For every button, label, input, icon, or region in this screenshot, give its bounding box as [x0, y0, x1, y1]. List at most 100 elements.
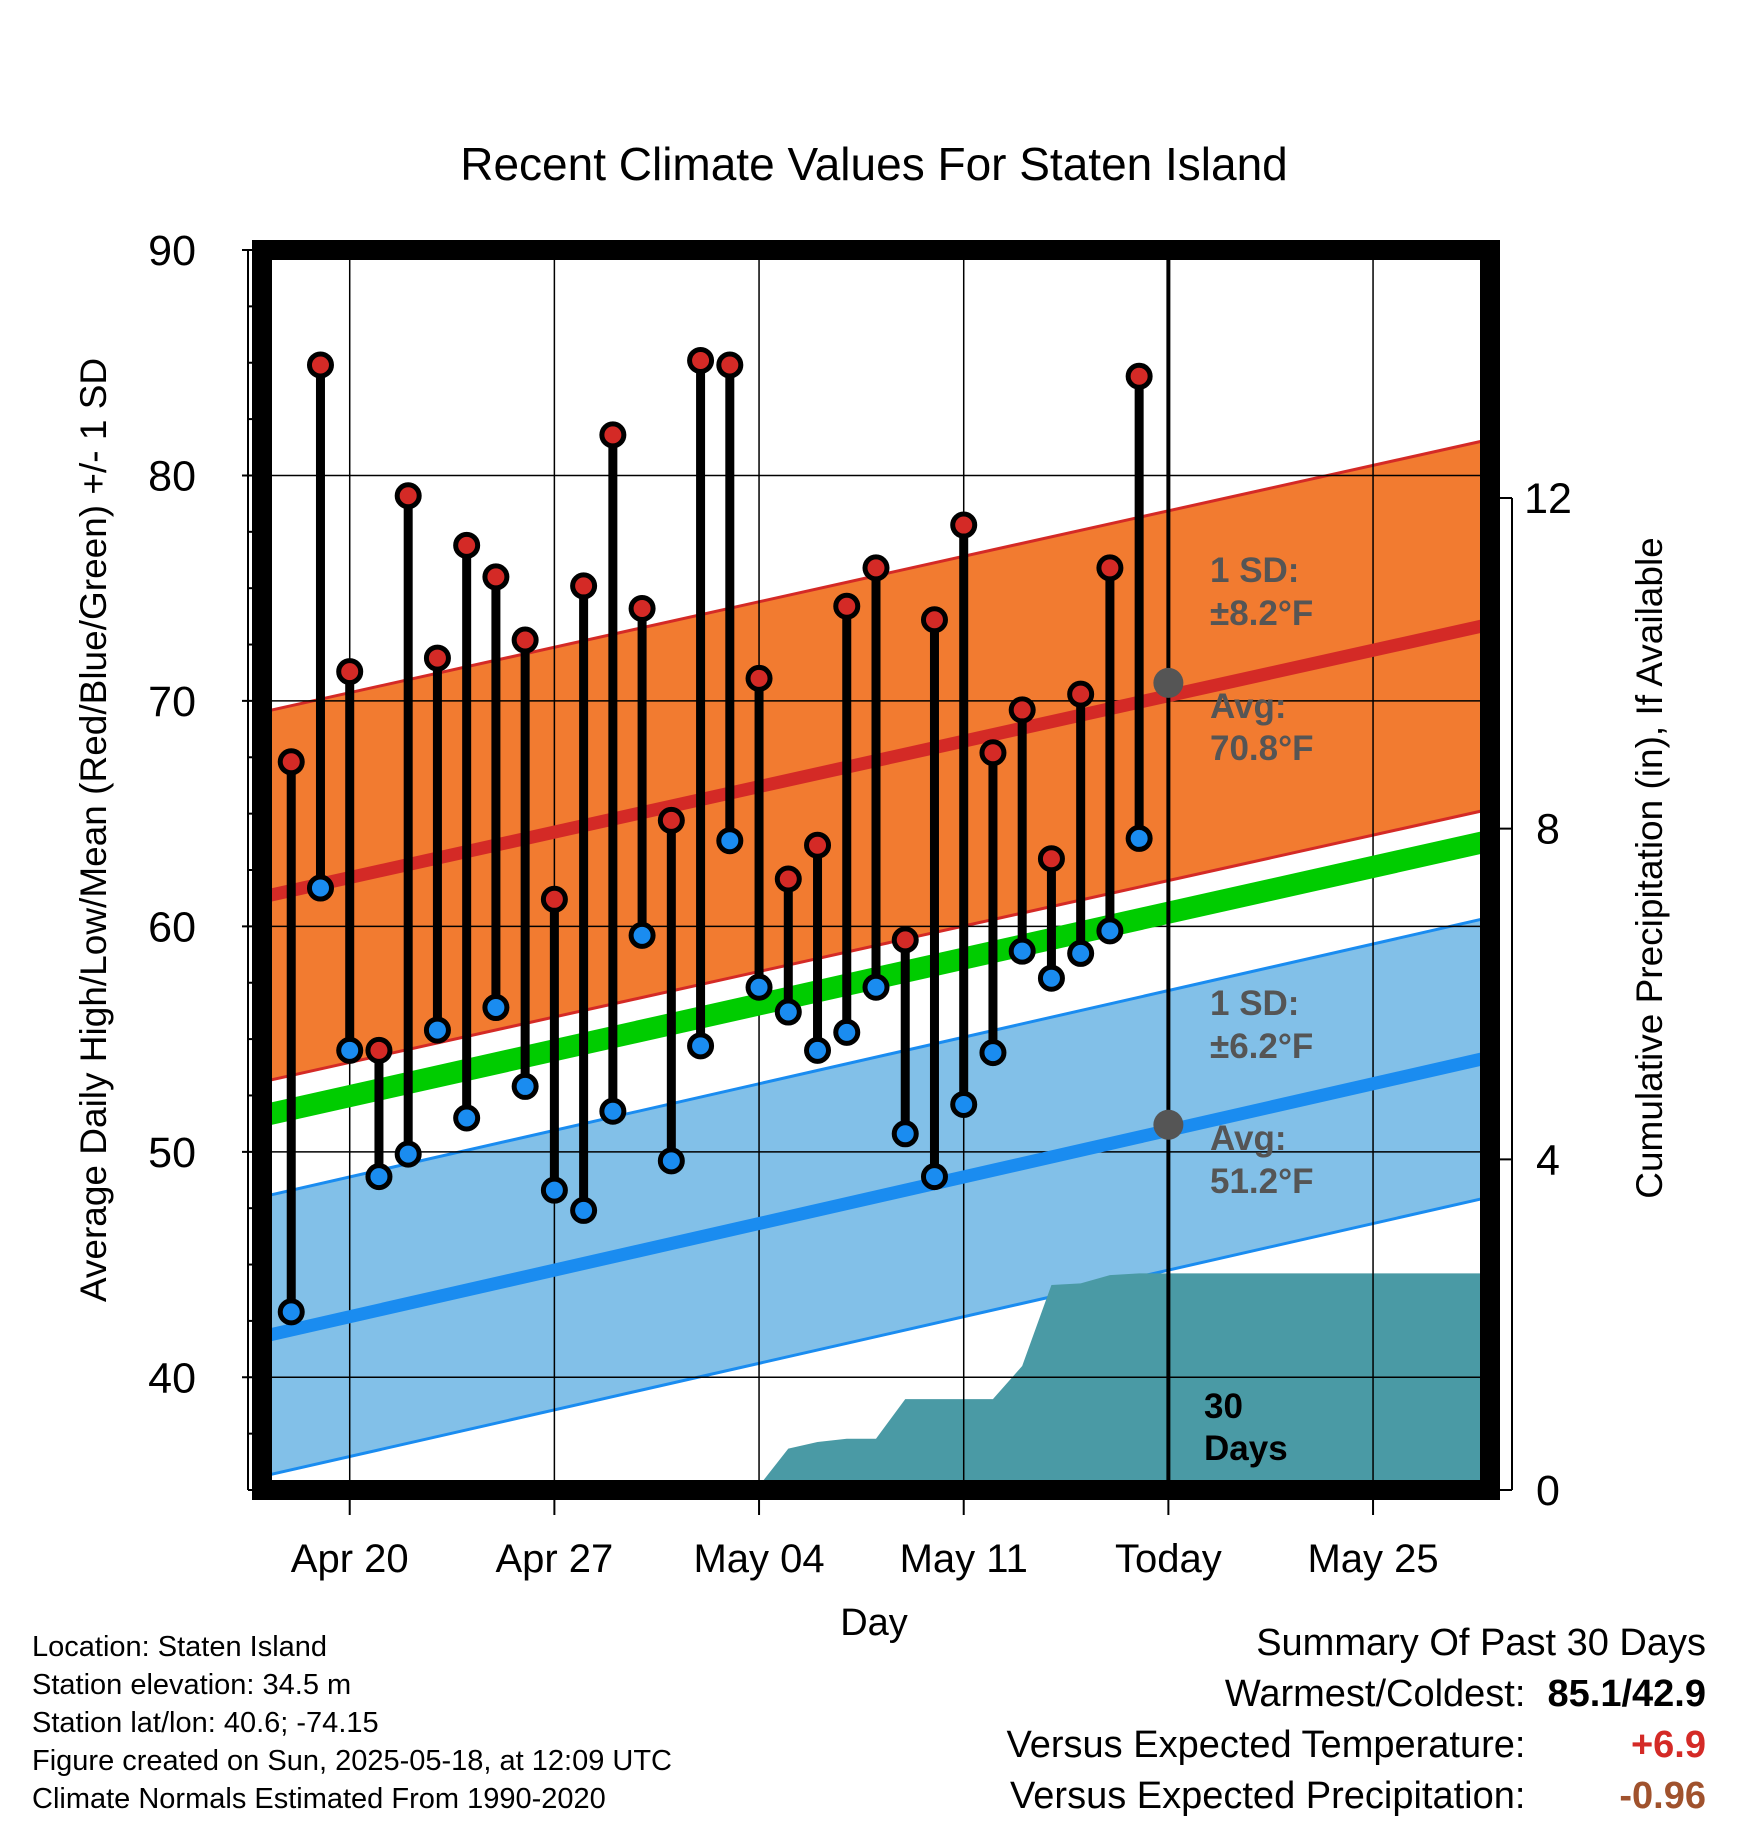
y2-tick-label: 12	[1524, 475, 1572, 523]
summary-precip: Versus Expected Precipitation: -0.96	[1010, 1775, 1706, 1818]
high-point	[277, 748, 305, 776]
high-point	[862, 554, 890, 582]
low-point	[1096, 917, 1124, 945]
high-point	[1037, 845, 1065, 873]
low-point	[306, 874, 334, 902]
summary-temp: Versus Expected Temperature: +6.9	[1007, 1724, 1706, 1767]
latlon-text: Station lat/lon: 40.6; -74.15	[32, 1707, 379, 1739]
low-point	[1067, 939, 1095, 967]
low-sd-band-upper-edge	[261, 915, 1491, 1199]
low-point	[540, 1176, 568, 1204]
high-point	[599, 421, 627, 449]
x-tick-label: May 25	[1307, 1537, 1438, 1581]
high-point	[1008, 696, 1036, 724]
precip-label: Versus Expected Precipitation:	[1010, 1775, 1526, 1817]
low-point	[277, 1298, 305, 1326]
y-tick-label: 50	[148, 1129, 196, 1177]
low-point	[336, 1036, 364, 1064]
low-avg-label: Avg:	[1210, 1119, 1286, 1158]
x-axis-label: Day	[840, 1602, 908, 1644]
low-sd-label: 1 SD:	[1210, 984, 1299, 1023]
low-sd-value: ±6.2°F	[1210, 1027, 1313, 1066]
low-point	[482, 994, 510, 1022]
y-tick-label: 80	[148, 452, 196, 500]
low-normal-line	[260, 1050, 1492, 1344]
chart-title: Recent Climate Values For Staten Island	[460, 138, 1288, 190]
low-point	[423, 1016, 451, 1044]
window-label-text: Days	[1204, 1429, 1288, 1468]
low-point	[862, 973, 890, 1001]
low-point	[511, 1072, 539, 1100]
low-avg-marker	[1153, 1109, 1184, 1140]
precip-value: -0.96	[1619, 1775, 1706, 1817]
low-point	[920, 1163, 948, 1191]
summary-title-text: Summary Of Past 30 Days	[1256, 1622, 1706, 1664]
low-avg-value: 51.2°F	[1210, 1162, 1314, 1201]
location-text: Location: Staten Island	[32, 1631, 328, 1663]
y-axis-label: Average Daily High/Low/Mean (Red/Blue/Gr…	[73, 358, 114, 1302]
high-point	[336, 658, 364, 686]
high-avg-label: Avg:	[1210, 687, 1286, 726]
x-tick-label: Apr 20	[291, 1537, 409, 1581]
window-label-number: 30	[1204, 1387, 1243, 1426]
low-point	[891, 1120, 919, 1148]
y-tick-label: 90	[148, 227, 196, 275]
high-point	[1096, 554, 1124, 582]
high-point	[1067, 680, 1095, 708]
high-point	[511, 626, 539, 654]
high-point	[920, 606, 948, 634]
y-tick-label: 40	[148, 1354, 196, 1402]
y-tick-label: 60	[148, 903, 196, 951]
low-point	[745, 973, 773, 1001]
temp-label: Versus Expected Temperature:	[1006, 1724, 1526, 1766]
low-point	[804, 1036, 832, 1064]
high-point	[950, 511, 978, 539]
high-point	[804, 831, 832, 859]
precip-area	[291, 1273, 1491, 1490]
high-point	[687, 346, 715, 374]
elevation-text: Station elevation: 34.5 m	[32, 1669, 352, 1701]
high-point	[833, 592, 861, 620]
low-point	[950, 1090, 978, 1118]
y2-axis-label: Cumulative Precipitation (in), If Availa…	[1629, 537, 1670, 1199]
summary-title: Summary Of Past 30 Days	[1256, 1622, 1706, 1665]
x-tick-label: May 04	[693, 1537, 824, 1581]
high-point	[716, 351, 744, 379]
high-point	[891, 926, 919, 954]
high-avg-marker	[1153, 667, 1184, 698]
y2-tick-label: 4	[1536, 1136, 1560, 1184]
low-point	[716, 827, 744, 855]
low-point	[774, 998, 802, 1026]
low-point	[1037, 964, 1065, 992]
low-point	[1125, 824, 1153, 852]
y2-tick-label: 8	[1536, 806, 1560, 854]
low-point	[453, 1104, 481, 1132]
low-point	[365, 1163, 393, 1191]
high-point	[306, 351, 334, 379]
low-point	[1008, 937, 1036, 965]
low-sd-band-lower-edge	[261, 1195, 1491, 1478]
temp-value: +6.9	[1630, 1724, 1706, 1766]
high-point	[745, 664, 773, 692]
high-point	[423, 644, 451, 672]
high-point	[774, 865, 802, 893]
high-avg-value: 70.8°F	[1210, 729, 1314, 768]
normals-text: Climate Normals Estimated From 1990-2020	[32, 1783, 606, 1815]
low-point	[833, 1018, 861, 1046]
y-tick-label: 70	[148, 678, 196, 726]
y2-tick-label: 0	[1536, 1467, 1560, 1515]
x-tick-label: Today	[1115, 1537, 1222, 1581]
warm-cold-value: 85.1/42.9	[1547, 1673, 1706, 1715]
high-point	[628, 594, 656, 622]
created-text: Figure created on Sun, 2025-05-18, at 12…	[32, 1745, 672, 1777]
high-sd-label: 1 SD:	[1210, 551, 1299, 590]
low-point	[599, 1097, 627, 1125]
high-point	[482, 563, 510, 591]
high-point	[570, 572, 598, 600]
x-tick-label: May 11	[900, 1537, 1028, 1581]
high-point	[1125, 362, 1153, 390]
high-point	[657, 806, 685, 834]
high-sd-value: ±8.2°F	[1210, 594, 1313, 633]
high-point	[979, 739, 1007, 767]
warm-cold-label: Warmest/Coldest:	[1224, 1673, 1526, 1715]
